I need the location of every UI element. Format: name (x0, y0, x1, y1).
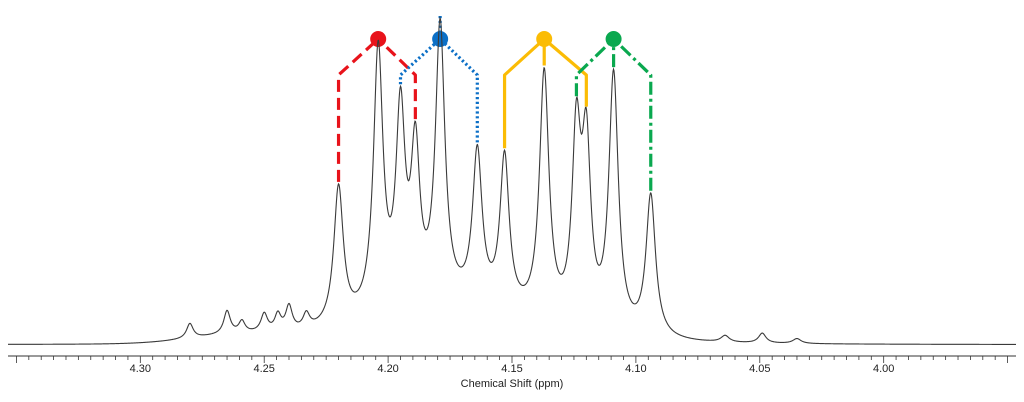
multiplet-arm (543, 37, 588, 107)
multiplet-markers (336, 16, 653, 191)
x-axis: 4.30 4.25 4.20 4.15 4.10 4.05 4.00 (8, 355, 1016, 375)
multiplet-arm (574, 37, 615, 97)
multiplet-marker-1 (336, 31, 417, 182)
tick-label: 4.00 (873, 363, 894, 375)
multiplet-arm (377, 37, 417, 120)
multiplet-marker-2 (398, 16, 479, 143)
tick-label: 4.30 (130, 363, 151, 375)
tick-label: 4.05 (749, 363, 770, 375)
multiplet-arm (336, 37, 380, 182)
multiplet-arm (612, 37, 653, 191)
multiplet-arm (439, 37, 479, 143)
tick-label: 4.15 (501, 363, 522, 375)
spectrum-trace (8, 16, 1016, 345)
multiplet-marker-4 (574, 31, 653, 191)
tick-label: 4.25 (254, 363, 275, 375)
multiplet-dot (370, 31, 387, 47)
tick-label: 4.20 (377, 363, 398, 375)
multiplet-arm (398, 37, 442, 85)
multiplet-dot (432, 31, 449, 47)
multiplet-dot (605, 31, 622, 47)
x-axis-title: Chemical Shift (ppm) (461, 378, 564, 390)
x-axis-ticks: 4.30 4.25 4.20 4.15 4.10 4.05 4.00 (16, 356, 1008, 375)
multiplet-arm (502, 37, 546, 149)
multiplet-dot (536, 31, 553, 47)
tick-label: 4.10 (625, 363, 646, 375)
multiplet-marker-3 (502, 31, 588, 149)
